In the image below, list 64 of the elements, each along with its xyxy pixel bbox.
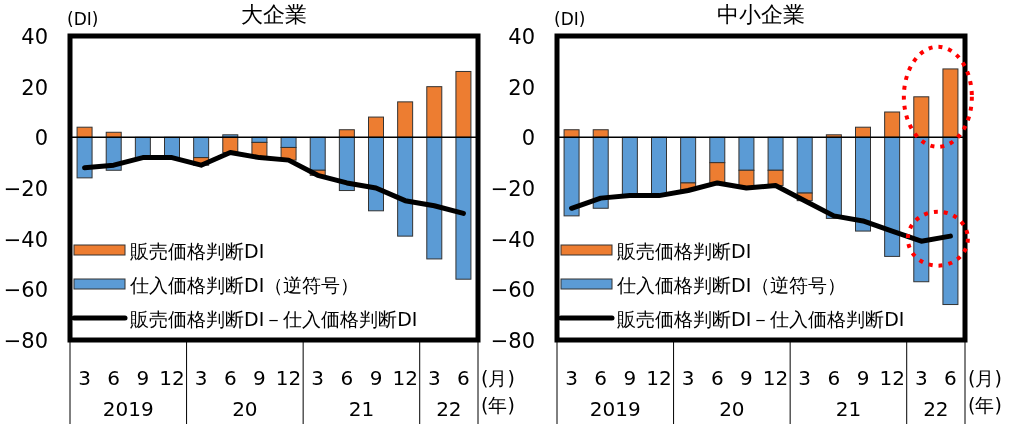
text: (年)	[968, 394, 1002, 416]
legend-label: 販売価格判断DI－仕入価格判断DI	[130, 308, 418, 330]
x-tick-label: 3	[681, 366, 695, 390]
y-tick-label: 40	[508, 25, 535, 49]
y-tick-label: 20	[508, 75, 535, 100]
y-tick-label: −20	[3, 177, 48, 201]
x-tick-label: 3	[914, 366, 928, 390]
x-tick-label: 12	[159, 366, 185, 390]
x-tick-label: 3	[194, 366, 208, 390]
x-tick-label: 6	[223, 366, 237, 390]
y-tick-label: −60	[490, 278, 535, 303]
y-tick-label: 0	[521, 126, 535, 151]
x-tick-label: 3	[565, 366, 578, 390]
x-tick-label: 12	[392, 366, 418, 390]
x-tick-label: 3	[78, 366, 91, 390]
y-axis-title: (DI)	[67, 9, 99, 29]
x-axis-title: (月)	[481, 367, 515, 389]
x-tick-label: 12	[275, 366, 302, 390]
text: 2019	[589, 397, 641, 421]
text: 20	[719, 397, 745, 421]
text: 20	[232, 397, 258, 421]
y-tick-label: 40	[21, 25, 48, 49]
legend-label: 販売価格判断DI－仕入価格判断DI	[617, 308, 905, 330]
chart-title: 中小企業	[717, 2, 805, 27]
text: 21	[348, 397, 375, 421]
legend-label: 販売価格判断DI	[130, 240, 265, 262]
y-tick-label: −40	[490, 227, 535, 252]
text: 22	[436, 397, 462, 421]
x-tick-label: 12	[762, 366, 789, 390]
x-tick-label: 6	[827, 366, 841, 390]
y-tick-label: −80	[3, 329, 48, 353]
x-tick-label: 12	[646, 366, 672, 390]
y-tick-label: −60	[3, 278, 48, 303]
x-tick-label: 9	[740, 366, 753, 390]
x-tick-label: 6	[340, 366, 354, 390]
x-tick-label: 9	[369, 366, 383, 390]
x-tick-label: 3	[427, 366, 441, 390]
legend-label: 販売価格判断DI	[617, 240, 752, 262]
chart-title: 大企業	[241, 2, 307, 27]
text: 21	[835, 397, 862, 421]
text: 2019	[102, 397, 154, 421]
x-tick-label: 9	[136, 366, 150, 390]
x-tick-label: 6	[594, 366, 608, 390]
x-tick-label: 6	[944, 366, 957, 390]
x-tick-label: 9	[253, 366, 266, 390]
legend-label: 仕入価格判断DI（逆符号）	[129, 274, 360, 296]
text: (年)	[481, 394, 515, 416]
x-tick-label: 12	[879, 366, 905, 390]
x-tick-label: 9	[623, 366, 637, 390]
x-tick-label: 3	[311, 366, 325, 390]
x-tick-label: 9	[856, 366, 870, 390]
y-tick-label: −20	[490, 177, 535, 201]
legend-label: 仕入価格判断DI（逆符号）	[616, 274, 847, 296]
y-tick-label: −80	[490, 329, 535, 353]
x-tick-label: 6	[457, 366, 470, 390]
x-tick-label: 6	[107, 366, 121, 390]
y-tick-label: 20	[21, 75, 48, 100]
y-tick-label: 0	[34, 126, 48, 151]
text: 22	[923, 397, 949, 421]
y-tick-label: −40	[3, 227, 48, 252]
x-tick-label: 6	[710, 366, 724, 390]
y-axis-title: (DI)	[554, 9, 586, 29]
x-tick-label: 3	[798, 366, 812, 390]
x-axis-title: (月)	[968, 367, 1002, 389]
